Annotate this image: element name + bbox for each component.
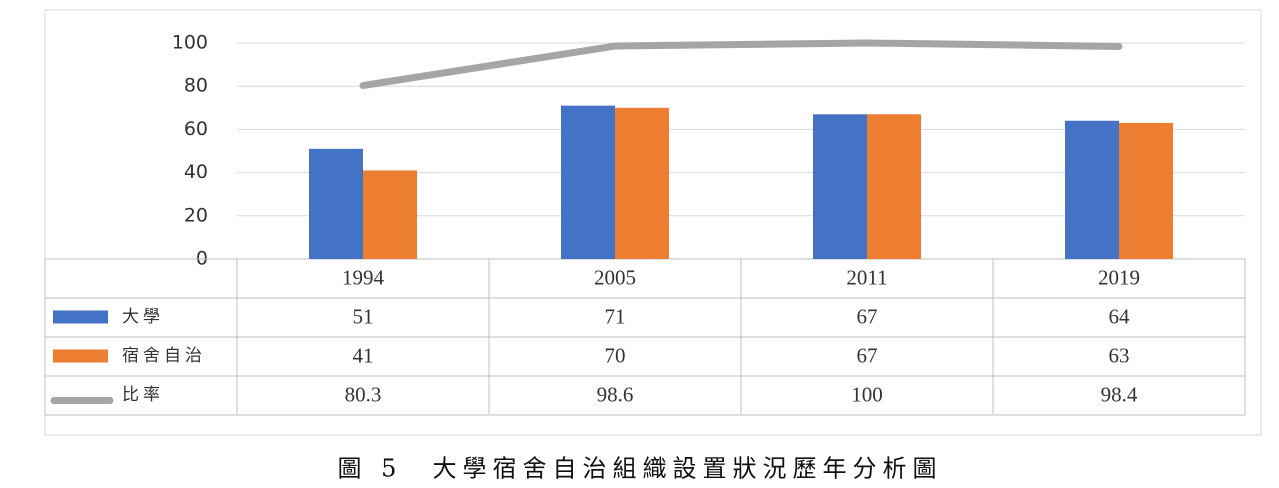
bar xyxy=(363,170,417,259)
x-tick-label: 2011 xyxy=(846,265,887,289)
y-tick-label: 20 xyxy=(184,204,208,226)
legend-label: 大學 xyxy=(122,307,164,327)
y-tick-label: 40 xyxy=(184,161,208,183)
x-tick-label: 1994 xyxy=(342,265,385,289)
bar xyxy=(309,148,363,259)
y-tick-label: 100 xyxy=(172,32,208,54)
table-value: 80.3 xyxy=(345,382,382,406)
x-tick-label: 2019 xyxy=(1098,265,1140,289)
x-tick-label: 2005 xyxy=(594,265,636,289)
bar xyxy=(615,107,669,259)
table-value: 63 xyxy=(1109,343,1130,367)
table-value: 71 xyxy=(605,304,626,328)
bar xyxy=(1119,122,1173,259)
bar xyxy=(813,114,867,259)
chart-title: 圖 5 大學宿舍自治組織設置狀況歷年分析圖 xyxy=(338,455,943,483)
legend-swatch xyxy=(53,310,108,324)
bar xyxy=(867,114,921,259)
table-value: 100 xyxy=(851,382,883,406)
table-value: 98.6 xyxy=(597,382,634,406)
table-value: 64 xyxy=(1109,304,1131,328)
legend-swatch xyxy=(53,349,108,363)
table-value: 67 xyxy=(857,343,878,367)
legend-label: 比率 xyxy=(122,385,164,405)
bar xyxy=(561,105,615,259)
table-value: 41 xyxy=(353,343,374,367)
y-tick-label: 80 xyxy=(184,75,208,97)
table-value: 98.4 xyxy=(1101,382,1138,406)
table-value: 51 xyxy=(353,304,374,328)
bar xyxy=(1065,120,1119,259)
y-tick-label: 60 xyxy=(184,118,208,140)
legend-label: 宿舍自治 xyxy=(122,346,206,366)
line-series xyxy=(359,39,1123,90)
table-value: 67 xyxy=(857,304,878,328)
table-value: 70 xyxy=(605,343,626,367)
